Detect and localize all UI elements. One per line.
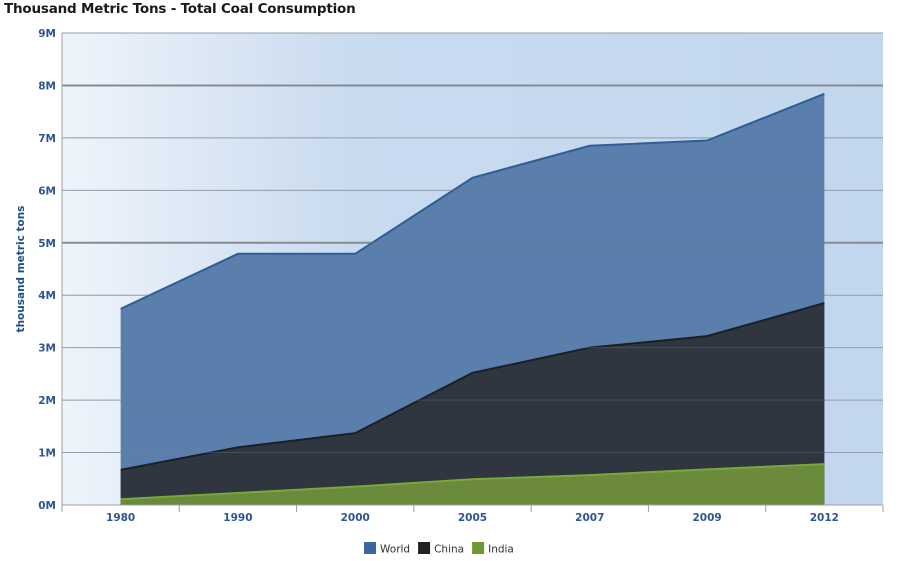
y-tick-label: 9M <box>38 28 56 40</box>
x-tick-label: 2007 <box>575 512 604 524</box>
area-china <box>120 303 825 505</box>
chart-title: Thousand Metric Tons - Total Coal Consum… <box>4 1 356 17</box>
x-tick-label: 1980 <box>106 512 135 524</box>
y-tick-label: 1M <box>38 448 56 460</box>
legend-label: World <box>380 544 410 556</box>
area-india <box>120 464 825 505</box>
legend-swatch <box>418 542 431 554</box>
series-areas <box>62 32 883 505</box>
y-tick-label: 8M <box>38 80 56 92</box>
legend-item-china[interactable]: China <box>418 542 464 556</box>
y-tick-label: 5M <box>38 238 56 250</box>
legend-swatch <box>364 542 376 554</box>
legend-label: China <box>434 544 464 556</box>
y-tick-label: 0M <box>38 500 56 512</box>
x-tick-label: 2005 <box>458 512 487 524</box>
legend-label: India <box>488 544 514 556</box>
legend: World China India <box>364 542 514 556</box>
x-tick-label: 1990 <box>223 512 252 524</box>
y-tick-label: 3M <box>38 343 56 355</box>
axes: 0M 1M 2M 3M 4M 5M 6M 7M 8M 9M 1980 1990 2000 2005 2007… <box>15 28 884 524</box>
legend-item-india[interactable]: India <box>472 542 514 556</box>
y-tick-label: 4M <box>38 290 56 302</box>
y-tick-label: 6M <box>38 185 56 197</box>
legend-item-world[interactable]: World <box>364 542 410 556</box>
y-tick-label: 2M <box>38 395 56 407</box>
y-axis-title: thousand metric tons <box>15 206 27 333</box>
legend-swatch <box>472 542 485 554</box>
x-tick-label: 2000 <box>341 512 370 524</box>
x-tick-label: 2012 <box>810 512 839 524</box>
y-tick-label: 7M <box>38 133 56 145</box>
x-tick-label: 2009 <box>692 512 721 524</box>
